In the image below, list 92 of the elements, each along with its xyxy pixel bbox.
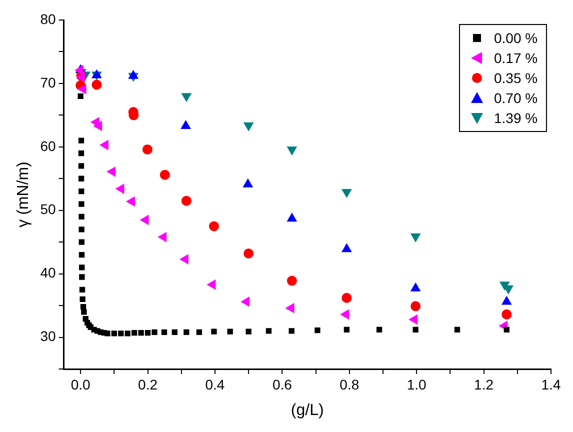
x-tick-label: 0.2 xyxy=(138,376,158,392)
point xyxy=(160,170,170,180)
point xyxy=(288,328,294,334)
point xyxy=(140,214,149,226)
x-tick-label: 0.6 xyxy=(272,376,292,392)
point xyxy=(342,292,352,303)
point xyxy=(410,301,421,312)
point xyxy=(138,330,144,336)
point xyxy=(501,296,512,305)
point xyxy=(196,329,202,336)
point xyxy=(412,326,418,332)
point xyxy=(454,326,460,332)
point xyxy=(240,296,250,307)
point xyxy=(78,201,84,207)
point xyxy=(410,233,421,242)
x-tick-label: 1.2 xyxy=(474,376,494,392)
point xyxy=(342,188,352,198)
point xyxy=(92,69,102,78)
x-tick-label: 1.4 xyxy=(541,376,561,392)
y-tick-label: 70 xyxy=(40,74,56,90)
point xyxy=(142,144,152,154)
point xyxy=(78,93,84,99)
point xyxy=(106,166,116,177)
point xyxy=(158,232,167,242)
point xyxy=(504,326,510,332)
legend-label: 0.17 % xyxy=(494,49,538,68)
point xyxy=(78,163,84,169)
y-axis-title: γ (mN/m) xyxy=(15,162,32,228)
point xyxy=(144,330,151,336)
point xyxy=(179,254,188,264)
legend-label: 1.39 % xyxy=(494,109,538,128)
point xyxy=(111,330,118,336)
legend-label: 0.70 % xyxy=(494,89,538,108)
y-tick-label: 30 xyxy=(40,328,56,344)
point xyxy=(81,309,87,315)
y-tick-label: 60 xyxy=(40,138,56,154)
y-tick-label: 40 xyxy=(40,264,56,281)
point xyxy=(152,329,158,336)
point xyxy=(77,84,86,94)
y-tick-label: 50 xyxy=(40,201,56,218)
point xyxy=(286,146,298,156)
legend-label: 0.35 % xyxy=(494,69,538,88)
point xyxy=(78,150,84,156)
point xyxy=(78,214,84,220)
point xyxy=(115,184,124,194)
point xyxy=(184,329,190,336)
point xyxy=(243,122,254,132)
point xyxy=(126,196,135,207)
x-tick-label: 1.0 xyxy=(406,376,427,392)
point xyxy=(124,330,130,336)
point xyxy=(79,264,85,270)
point xyxy=(78,252,85,258)
point xyxy=(208,221,219,232)
point xyxy=(340,309,350,320)
point xyxy=(78,239,84,245)
x-tick-label: 0.8 xyxy=(340,376,360,392)
point xyxy=(78,176,84,182)
point xyxy=(99,140,108,150)
point xyxy=(80,296,86,302)
x-tick-label: 0.4 xyxy=(205,376,225,392)
point xyxy=(78,188,84,194)
point xyxy=(244,248,254,259)
point xyxy=(132,330,138,336)
point xyxy=(93,120,102,132)
point xyxy=(211,328,217,334)
point xyxy=(118,330,124,336)
point xyxy=(344,326,350,332)
point xyxy=(78,226,84,232)
point xyxy=(502,309,512,320)
x-tick-label: 0.0 xyxy=(70,376,91,392)
legend-label: 0.00 % xyxy=(494,29,538,48)
point xyxy=(408,314,418,325)
point xyxy=(285,302,294,314)
point xyxy=(161,329,168,336)
point xyxy=(79,274,85,280)
point xyxy=(376,326,382,332)
x-axis-title: (g/L) xyxy=(290,402,324,419)
point xyxy=(92,80,102,90)
point xyxy=(342,243,352,252)
point xyxy=(172,329,178,336)
y-tick-label: 80 xyxy=(40,10,56,27)
point xyxy=(227,328,233,334)
point xyxy=(181,196,192,206)
point xyxy=(314,327,320,334)
point xyxy=(104,330,110,336)
point xyxy=(79,286,86,293)
point xyxy=(266,328,272,334)
point xyxy=(246,328,252,334)
point xyxy=(78,138,84,144)
point xyxy=(206,279,216,290)
point xyxy=(286,212,298,222)
point xyxy=(286,276,297,286)
